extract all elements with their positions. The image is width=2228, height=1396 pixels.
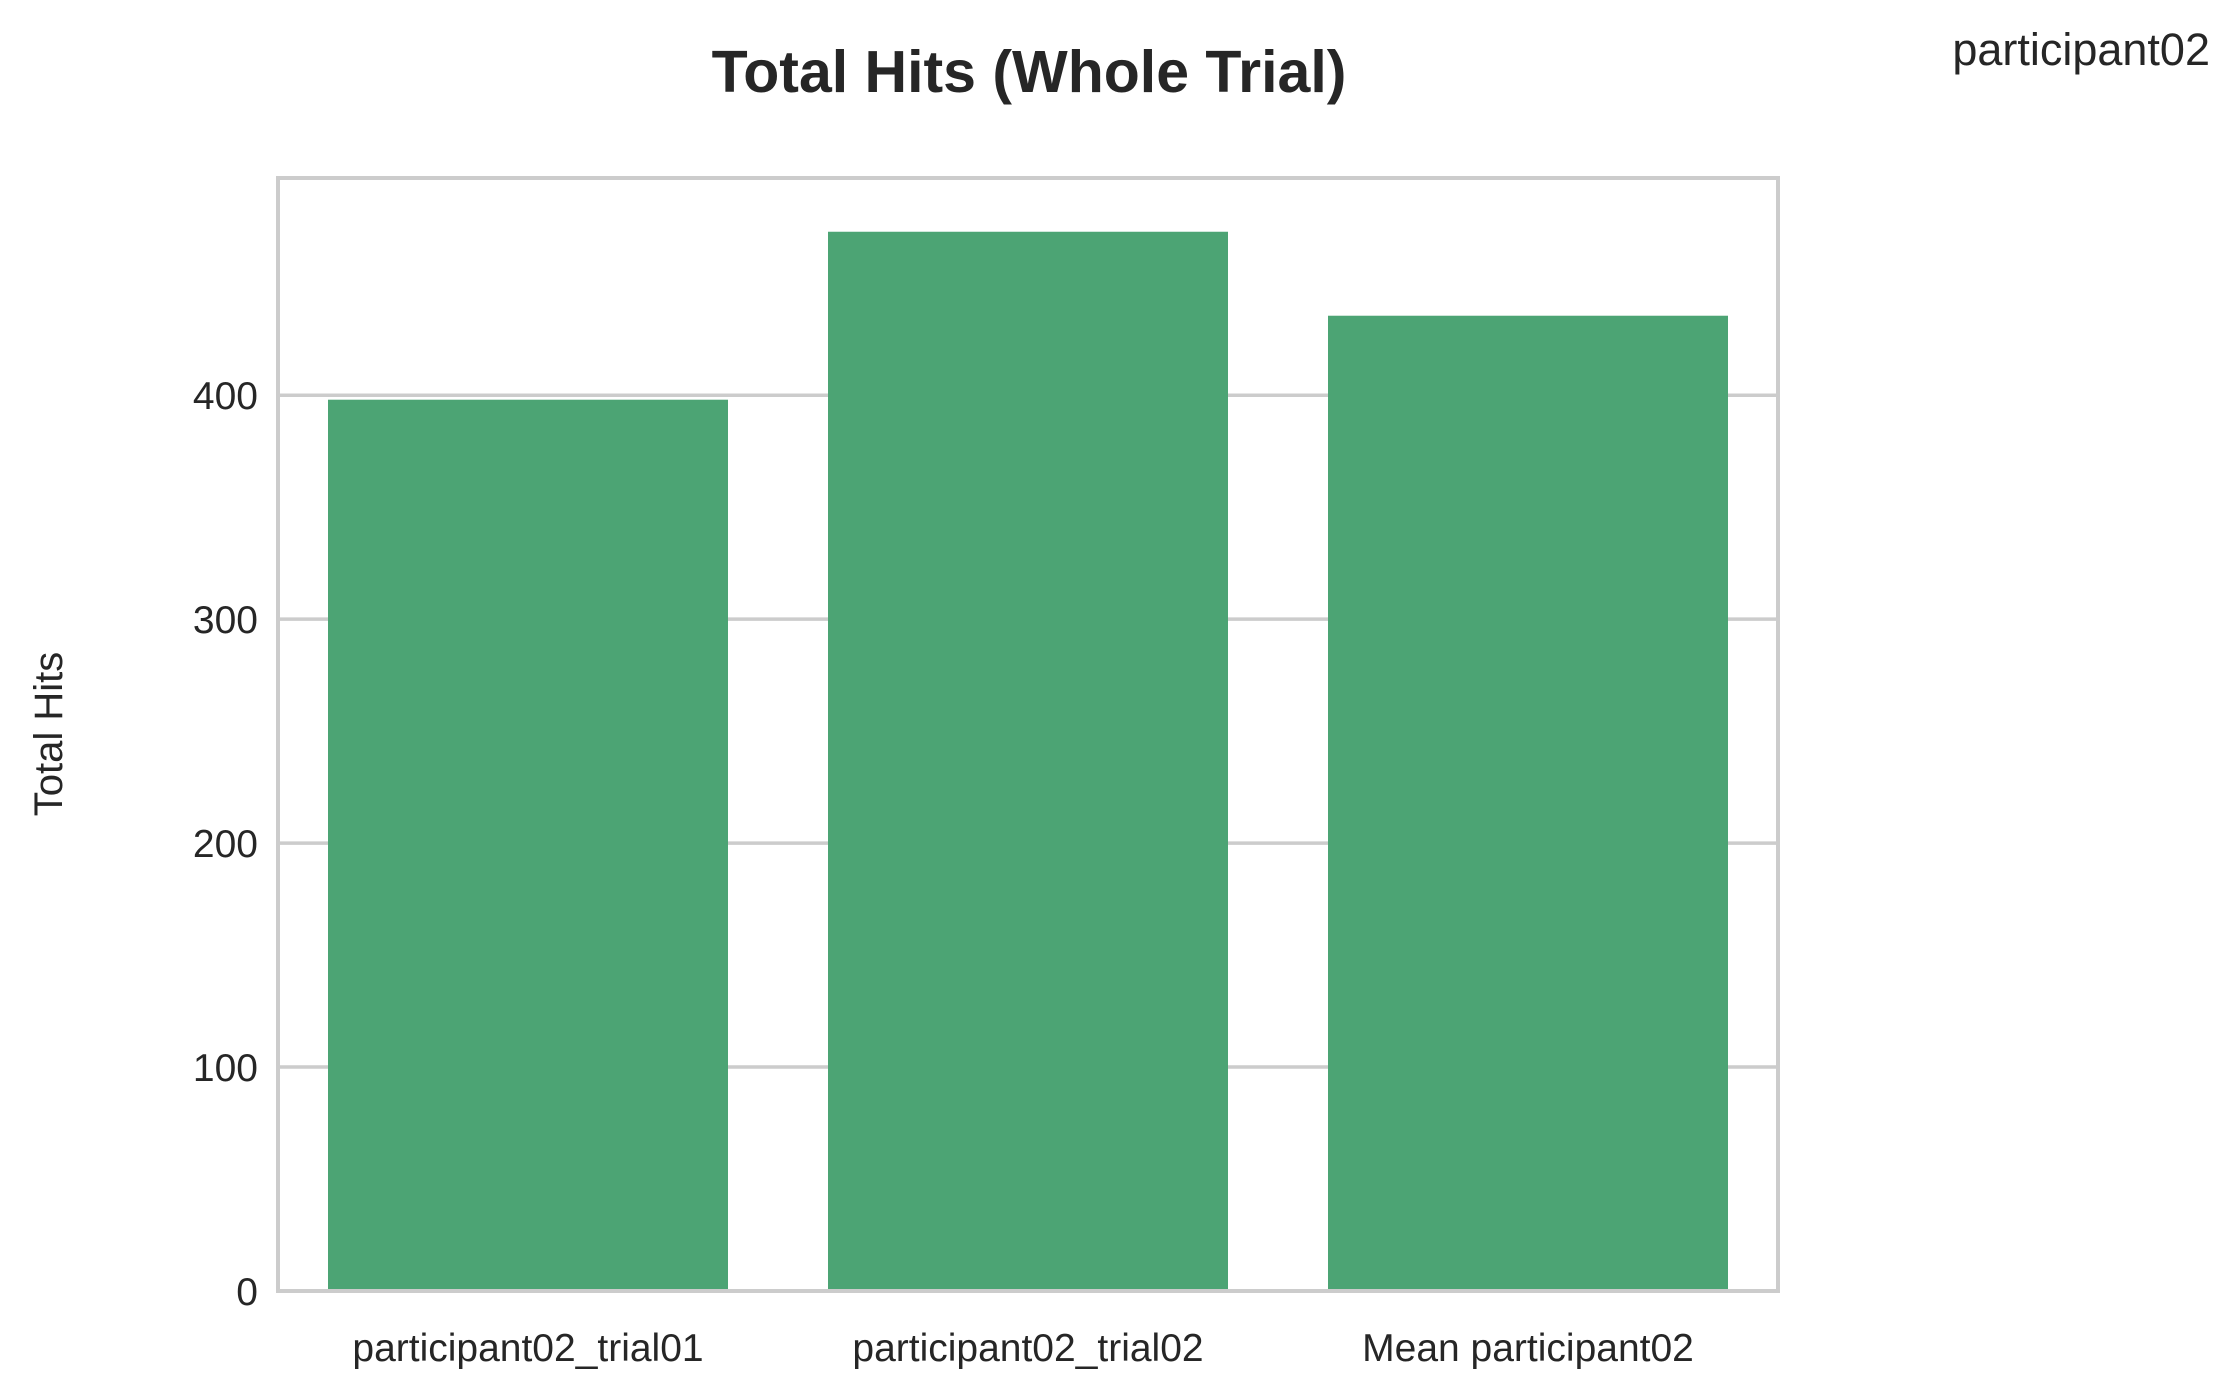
bar-1 [328,399,728,1291]
bars [328,231,1728,1292]
y-tick-label: 300 [193,599,258,642]
bar-2 [828,231,1228,1292]
y-tick-label: 200 [193,823,258,866]
legend-label: participant02 [1952,24,2210,75]
y-tick-label: 100 [193,1047,258,1090]
y-tick-label: 400 [193,375,258,418]
x-tick-label: participant02_trial02 [852,1327,1203,1370]
y-tick-labels: 0 100 200 300 400 [193,375,258,1314]
chart-title: Total Hits (Whole Trial) [712,39,1347,105]
x-tick-label: participant02_trial01 [352,1327,703,1370]
y-tick-label: 0 [236,1271,258,1314]
bar-3 [1328,315,1728,1291]
plot-frame [276,176,1780,1293]
y-axis-label: Total Hits [27,652,71,817]
x-tick-labels: participant02_trial01 participant02_trial… [352,1327,1693,1370]
x-tick-label: Mean participant02 [1362,1327,1694,1370]
